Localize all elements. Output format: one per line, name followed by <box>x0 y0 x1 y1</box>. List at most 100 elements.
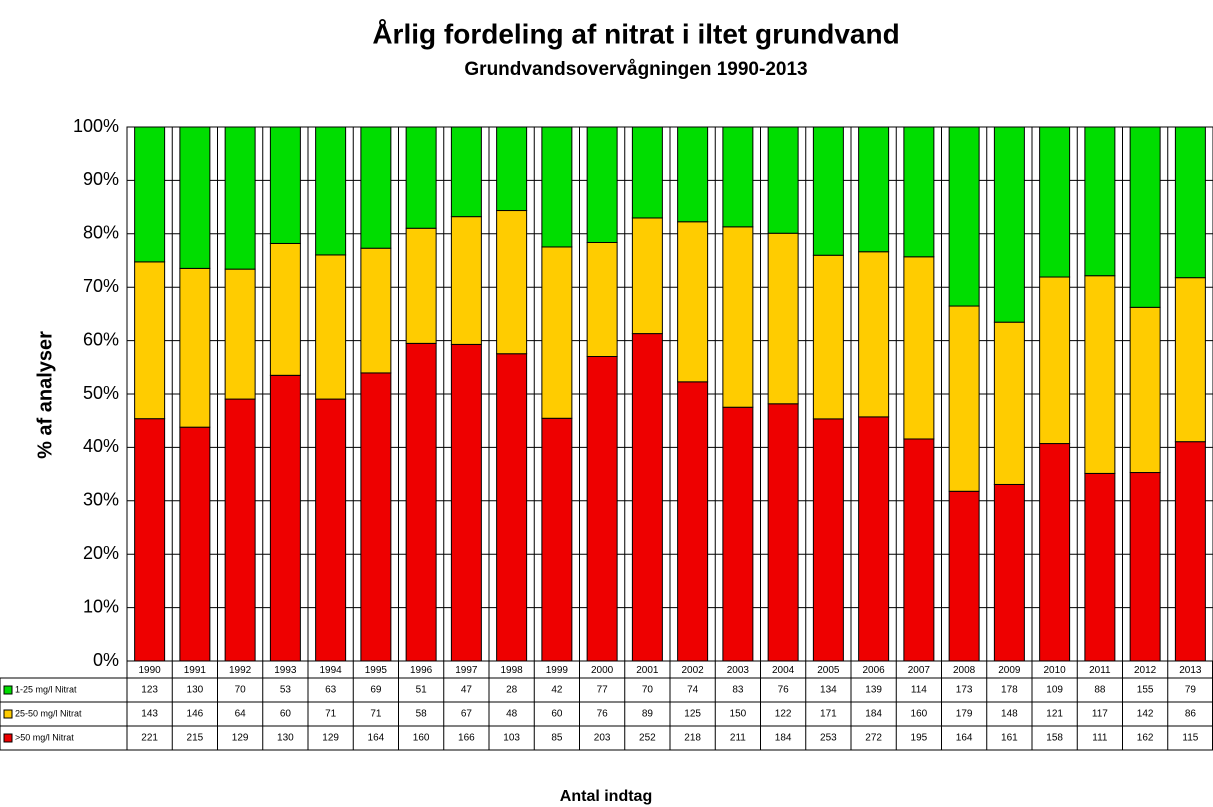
bar-segment <box>1084 126 1116 277</box>
x-tick-label: 2001 <box>636 665 659 676</box>
bar-segment <box>1039 276 1071 445</box>
bar-segment <box>948 490 980 662</box>
table-value: 130 <box>187 685 204 696</box>
bar-segment <box>948 126 980 307</box>
x-tick-label: 2006 <box>863 665 886 676</box>
x-axis-label: Antal indtag <box>560 788 652 805</box>
bar-segment <box>858 126 890 253</box>
bar-segment <box>586 242 618 357</box>
table-value: 88 <box>1094 685 1106 696</box>
bar-segment <box>767 403 799 662</box>
bar-segment <box>722 226 754 408</box>
table-value: 125 <box>684 709 701 720</box>
table-value: 215 <box>187 733 204 744</box>
table-value: 164 <box>368 733 385 744</box>
bar-segment <box>631 333 663 662</box>
table-value: 60 <box>551 709 563 720</box>
bar-segment <box>631 217 663 335</box>
x-tick-label: 1993 <box>274 665 297 676</box>
y-tick-label: 70% <box>83 276 119 296</box>
bar-segment <box>722 126 754 228</box>
table-value: 103 <box>503 733 520 744</box>
bar-segment <box>450 343 482 662</box>
x-tick-label: 2009 <box>998 665 1021 676</box>
chart-subtitle: Grundvandsovervågningen 1990-2013 <box>464 59 807 80</box>
table-value: 184 <box>865 709 882 720</box>
y-tick-label: 20% <box>83 543 119 563</box>
bar-segment <box>405 126 437 229</box>
bar-segment <box>631 126 663 219</box>
x-tick-label: 1999 <box>546 665 569 676</box>
table-value: 211 <box>730 733 746 744</box>
bar-segment <box>315 398 347 662</box>
bar-segment <box>269 126 301 244</box>
table-value: 85 <box>551 733 563 744</box>
x-tick-label: 2005 <box>817 665 840 676</box>
bar-segment <box>134 261 166 420</box>
bar-segment <box>450 216 482 345</box>
x-tick-label: 1992 <box>229 665 252 676</box>
bar-segment <box>1129 306 1161 474</box>
bar-segment <box>812 418 844 662</box>
bar-segment <box>677 381 709 662</box>
table-value: 28 <box>506 685 518 696</box>
table-value: 70 <box>235 685 247 696</box>
table-value: 148 <box>1001 709 1018 720</box>
table-value: 195 <box>911 733 928 744</box>
x-tick-label: 1991 <box>184 665 207 676</box>
bar-segment <box>1174 441 1206 662</box>
bar-segment <box>315 254 347 400</box>
bar-segment <box>1174 126 1206 279</box>
table-value: 143 <box>141 709 158 720</box>
bar-segment <box>405 342 437 662</box>
table-value: 63 <box>325 685 337 696</box>
legend-label: >50 mg/l Nitrat <box>15 732 74 742</box>
bar-segment <box>1039 126 1071 278</box>
table-value: 218 <box>684 733 701 744</box>
table-value: 76 <box>597 709 609 720</box>
bar-segment <box>858 251 890 418</box>
x-tick-label: 2007 <box>908 665 931 676</box>
bar-segment <box>767 126 799 234</box>
table-value: 146 <box>187 709 204 720</box>
table-value: 162 <box>1137 733 1154 744</box>
x-tick-label: 2013 <box>1179 665 1202 676</box>
bar-segment <box>179 126 211 269</box>
table-value: 252 <box>639 733 656 744</box>
legend-swatch <box>3 733 13 743</box>
table-value: 272 <box>865 733 882 744</box>
x-tick-label: 2003 <box>727 665 750 676</box>
bar-segment <box>360 372 392 662</box>
x-tick-label: 2008 <box>953 665 976 676</box>
y-tick-label: 100% <box>73 116 119 136</box>
bar-segment <box>1129 126 1161 308</box>
legend-swatch <box>3 685 13 695</box>
y-tick-label: 0% <box>93 650 119 670</box>
bar-segment <box>677 126 709 223</box>
table-value: 139 <box>865 685 882 696</box>
bar-segment <box>315 126 347 256</box>
bar-segment <box>1174 277 1206 443</box>
bar-segment <box>1084 275 1116 474</box>
table-value: 58 <box>416 709 428 720</box>
bar-segment <box>496 210 528 355</box>
table-value: 158 <box>1046 733 1063 744</box>
bar-segment <box>360 126 392 249</box>
bar-segment <box>405 227 437 344</box>
table-value: 164 <box>956 733 973 744</box>
bar-segment <box>1084 472 1116 662</box>
bar-segment <box>269 242 301 376</box>
bar-segment <box>586 126 618 243</box>
table-value: 134 <box>820 685 837 696</box>
bar-segment <box>496 126 528 212</box>
bar-segment <box>722 406 754 662</box>
x-tick-label: 1990 <box>139 665 162 676</box>
bar-segment <box>993 483 1025 662</box>
table-value: 179 <box>956 709 973 720</box>
y-tick-label: 40% <box>83 436 119 456</box>
table-value: 173 <box>956 685 973 696</box>
bar-segment <box>496 353 528 662</box>
x-tick-label: 1997 <box>455 665 478 676</box>
table-value: 86 <box>1185 709 1197 720</box>
